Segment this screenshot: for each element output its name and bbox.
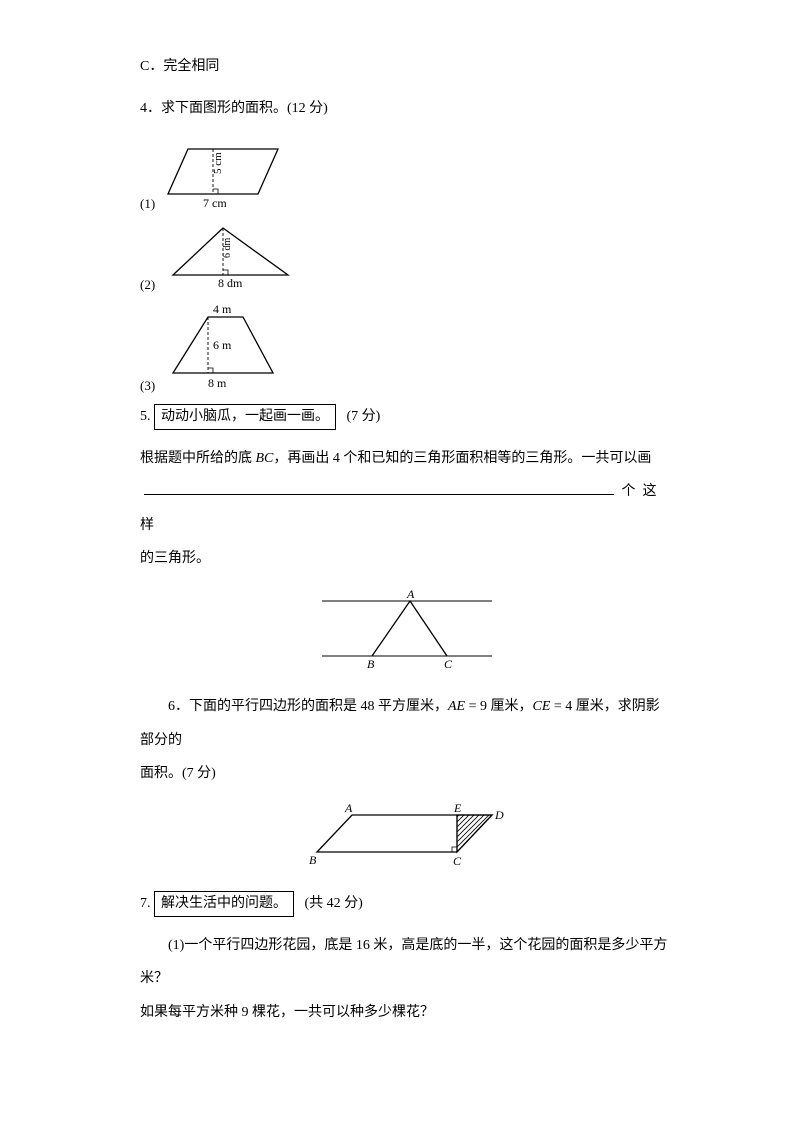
q7-num: 7. <box>140 896 151 911</box>
q4-fig2: 6 dm 8 dm <box>163 220 303 295</box>
q4-fig1-blabel: 7 cm <box>203 196 227 209</box>
q4-fig2-row: (2) 6 dm 8 dm <box>140 220 673 295</box>
q4-fig3-hlabel: 6 m <box>213 338 232 352</box>
q5-body-p1: 根据题中所给的底 <box>140 451 256 466</box>
q6-fig-e: E <box>453 801 462 815</box>
q6-line2: 面积。(7 分) <box>140 757 673 791</box>
q5-body-p2: ，再画出 4 个和已知的三角形面积相等的三角形。一共可以画 <box>273 451 651 466</box>
q4-stem: 4．求下面图形的面积。(12 分) <box>140 97 673 121</box>
q5-header: 5. 动动小脑瓜，一起画一画。 (7 分) <box>140 404 673 430</box>
q6-fig-wrap: A E D B C <box>140 797 673 877</box>
q5-body: 根据题中所给的底 BC，再画出 4 个和已知的三角形面积相等的三角形。一共可以画 <box>140 442 673 476</box>
q6-fig-a: A <box>344 801 353 815</box>
q4-fig1-row: (1) 5 cm 7 cm <box>140 139 673 214</box>
q6-line1: 6．下面的平行四边形的面积是 48 平方厘米，AE = 9 厘米，CE = 4 … <box>140 690 673 757</box>
q4-fig3-top: 4 m <box>213 302 232 316</box>
q4-fig2-hlabel: 6 dm <box>222 237 233 258</box>
q6-fig: A E D B C <box>297 797 517 872</box>
q4-fig3-row: (3) 4 m 6 m 8 m <box>140 301 673 396</box>
q5-box: 动动小脑瓜，一起画一画。 <box>154 404 336 430</box>
q5-fig-a: A <box>406 587 415 601</box>
q5-fig-c: C <box>444 657 453 671</box>
q5-blank-row: 个这样 <box>140 475 673 542</box>
q5-num: 5. <box>140 409 151 424</box>
q4-sub1-label: (1) <box>140 196 155 214</box>
q5-fig-b: B <box>367 657 375 671</box>
q6-ae: AE <box>448 699 465 714</box>
q5-fig: A B C <box>317 586 497 671</box>
q6-fig-d: D <box>494 808 504 822</box>
q6-aeval: = 9 厘米， <box>465 699 532 714</box>
q6-ce: CE <box>533 699 551 714</box>
option-c: C．完全相同 <box>140 55 673 79</box>
q7-points: (共 42 分) <box>305 896 363 911</box>
q4-sub2-label: (2) <box>140 277 155 295</box>
q5-points: (7 分) <box>347 409 381 424</box>
q7-sub1-l2: 如果每平方米种 9 棵花，一共可以种多少棵花？ <box>140 996 673 1030</box>
q5-fig-wrap: A B C <box>140 586 673 676</box>
q5-blank[interactable] <box>144 480 614 495</box>
q7-sub1-l1: (1)一个平行四边形花园，底是 16 米，高是底的一半，这个花园的面积是多少平方… <box>140 929 673 996</box>
q4-fig1-hlabel: 5 cm <box>212 151 224 173</box>
q5-bc: BC <box>256 451 274 466</box>
q4-fig2-blabel: 8 dm <box>218 276 243 290</box>
q6-fig-c: C <box>453 854 462 868</box>
q6-p1: 6．下面的平行四边形的面积是 48 平方厘米， <box>168 699 448 714</box>
q7-header: 7. 解决生活中的问题。 (共 42 分) <box>140 891 673 917</box>
q4-sub3-label: (3) <box>140 378 155 396</box>
q4-fig1: 5 cm 7 cm <box>163 139 293 214</box>
q4-fig3: 4 m 6 m 8 m <box>163 301 303 396</box>
q6-fig-b: B <box>309 853 317 867</box>
q5-line2: 的三角形。 <box>140 542 673 576</box>
q4-fig3-blabel: 8 m <box>208 376 227 390</box>
q7-box: 解决生活中的问题。 <box>154 891 294 917</box>
